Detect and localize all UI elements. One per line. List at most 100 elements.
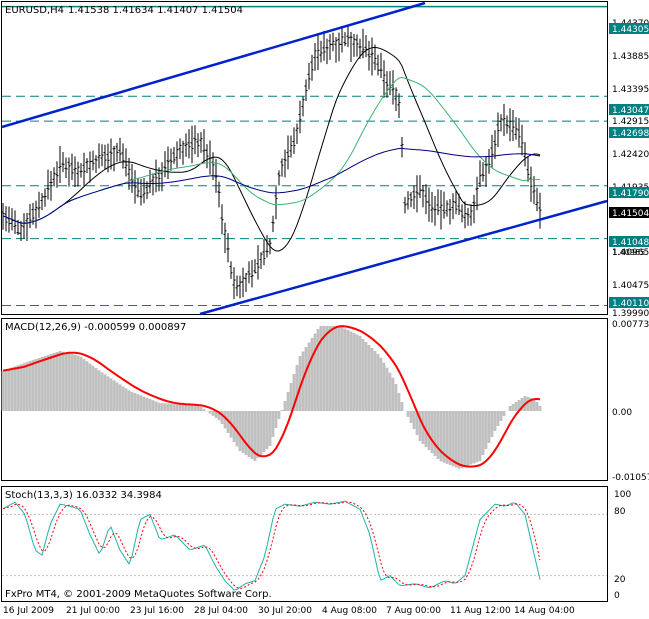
- main-panel-frame: [1, 1, 608, 315]
- macd-histogram-bar: [34, 359, 38, 411]
- macd-histogram-bar: [394, 384, 398, 411]
- level-label-1-44305: 1.44305: [612, 25, 649, 35]
- stoch-header: Stoch(13,3,3) 16.0332 34.3984: [5, 490, 162, 501]
- channel-upper-line: [1, 1, 426, 129]
- time-label: 14 Aug 04:00: [514, 606, 575, 616]
- macd-histogram-bar: [88, 363, 92, 411]
- macd-histogram-bar: [487, 411, 491, 443]
- time-label: 28 Jul 04:00: [194, 606, 248, 616]
- macd-tick-max: 0.007733: [612, 320, 649, 330]
- macd-histogram-bar: [445, 411, 449, 464]
- level-label-box: [609, 23, 649, 34]
- macd-histogram-bar: [349, 331, 353, 411]
- macd-histogram-bar: [148, 399, 152, 411]
- macd-histogram-bar: [79, 356, 83, 411]
- stoch-tick-100: 100: [614, 490, 631, 500]
- macd-histogram-bar: [82, 359, 86, 411]
- current-price-label: 1.41504: [612, 209, 649, 219]
- macd-histogram-bar: [151, 400, 155, 411]
- macd-histogram-bar: [178, 404, 182, 411]
- macd-histogram-bar: [490, 411, 494, 437]
- copyright-text: FxPro MT4, © 2001-2009 MetaQuotes Softwa…: [5, 589, 272, 600]
- macd-histogram-bar: [283, 401, 287, 411]
- macd-histogram-bar: [508, 406, 512, 411]
- macd-histogram-bar: [100, 372, 104, 411]
- time-label: 16 Jul 2009: [3, 606, 54, 616]
- current-price-box: [609, 207, 649, 218]
- macd-histogram-bar: [241, 411, 245, 453]
- macd-histogram-bar: [409, 411, 413, 423]
- macd-header: MACD(12,26,9) -0.000599 0.000897: [5, 322, 186, 333]
- macd-histogram-bar: [448, 411, 452, 465]
- macd-histogram-bar: [13, 366, 17, 411]
- macd-histogram-bar: [4, 369, 8, 411]
- macd-histogram-bar: [286, 392, 290, 411]
- macd-histogram-bar: [175, 404, 179, 411]
- macd-histogram-bar: [19, 364, 23, 411]
- macd-histogram-bar: [373, 351, 377, 411]
- macd-histogram-bar: [202, 409, 206, 411]
- time-label: 23 Jul 16:00: [130, 606, 184, 616]
- price-axis: 1.44370 1.43885 1.43395 1.42915 1.42420 …: [612, 19, 649, 319]
- stoch-main-line: [2, 500, 541, 591]
- macd-histogram-bar: [298, 356, 302, 411]
- macd-histogram-bar: [400, 402, 404, 411]
- macd-histogram-bar: [112, 380, 116, 411]
- macd-histogram-bar: [304, 347, 308, 411]
- macd-histogram-bar: [214, 411, 218, 418]
- macd-histogram-bar: [250, 411, 254, 459]
- channel-lower-line: [199, 199, 608, 316]
- macd-histogram-bar: [358, 336, 362, 411]
- stoch-tick-80: 80: [614, 507, 626, 517]
- macd-histogram-bar: [292, 374, 296, 411]
- time-label: 21 Jul 00:00: [66, 606, 120, 616]
- macd-histogram-bar: [226, 411, 230, 433]
- stoch-signal-line: [2, 501, 541, 589]
- macd-histogram-bar: [454, 411, 458, 468]
- macd-panel-frame: [1, 318, 608, 481]
- macd-histogram-bar: [331, 326, 335, 411]
- macd-histogram-bar: [169, 403, 173, 411]
- macd-histogram-bar: [274, 411, 278, 428]
- macd-histogram-bar: [481, 411, 485, 455]
- macd-histogram-bar: [325, 326, 329, 411]
- macd-histogram-bar: [415, 411, 419, 435]
- macd-histogram-bar: [397, 393, 401, 411]
- macd-histogram-bar: [97, 370, 101, 411]
- macd-histogram-bar: [529, 397, 533, 411]
- macd-histogram-bar: [76, 355, 80, 411]
- macd-histogram-bar: [382, 362, 386, 411]
- stochastic-plot: [2, 500, 607, 591]
- macd-histogram-bar: [418, 411, 422, 441]
- macd-histogram-bar: [106, 376, 110, 411]
- level-label-1-42698: 1.42698: [612, 129, 649, 139]
- macd-histogram-bar: [367, 345, 371, 411]
- macd-histogram-bar: [238, 411, 242, 451]
- macd-histogram-bar: [316, 329, 320, 411]
- price-tick: 1.40475: [612, 281, 649, 291]
- macd-histogram-bar: [364, 342, 368, 411]
- macd-histogram-bar: [223, 411, 227, 429]
- macd-histogram-bar: [406, 411, 410, 417]
- moving-average-slow: [2, 147, 541, 224]
- macd-histogram-bar: [343, 328, 347, 411]
- macd-histogram-bar: [427, 411, 431, 450]
- macd-histogram-bar: [58, 351, 62, 411]
- macd-histogram-bar: [61, 351, 65, 411]
- macd-histogram-bar: [52, 353, 56, 411]
- macd-histogram-bar: [22, 363, 26, 411]
- time-label: 7 Aug 00:00: [386, 606, 441, 616]
- macd-histogram-bar: [43, 356, 47, 411]
- level-label-1-41790: 1.41790: [612, 189, 649, 199]
- macd-histogram-bar: [94, 368, 98, 411]
- price-tick: 1.42420: [612, 150, 649, 160]
- macd-histogram-bar: [16, 365, 20, 411]
- macd-histogram-bar: [55, 352, 59, 411]
- macd-histogram-bar: [181, 404, 185, 411]
- level-label-box: [609, 236, 649, 247]
- macd-histogram-bar: [220, 411, 224, 424]
- macd-histogram-bar: [259, 411, 263, 455]
- time-label: 11 Aug 12:00: [450, 606, 511, 616]
- macd-histogram-bar: [439, 411, 443, 462]
- time-label: 30 Jul 20:00: [258, 606, 312, 616]
